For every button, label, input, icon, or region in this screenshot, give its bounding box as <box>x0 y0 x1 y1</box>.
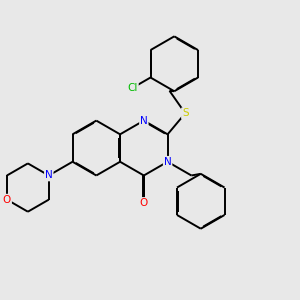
Text: S: S <box>182 108 189 118</box>
Text: N: N <box>164 157 172 167</box>
Text: O: O <box>3 195 11 205</box>
Text: N: N <box>45 170 53 181</box>
Text: Cl: Cl <box>128 83 138 93</box>
Text: O: O <box>140 198 148 208</box>
Text: N: N <box>140 116 148 126</box>
